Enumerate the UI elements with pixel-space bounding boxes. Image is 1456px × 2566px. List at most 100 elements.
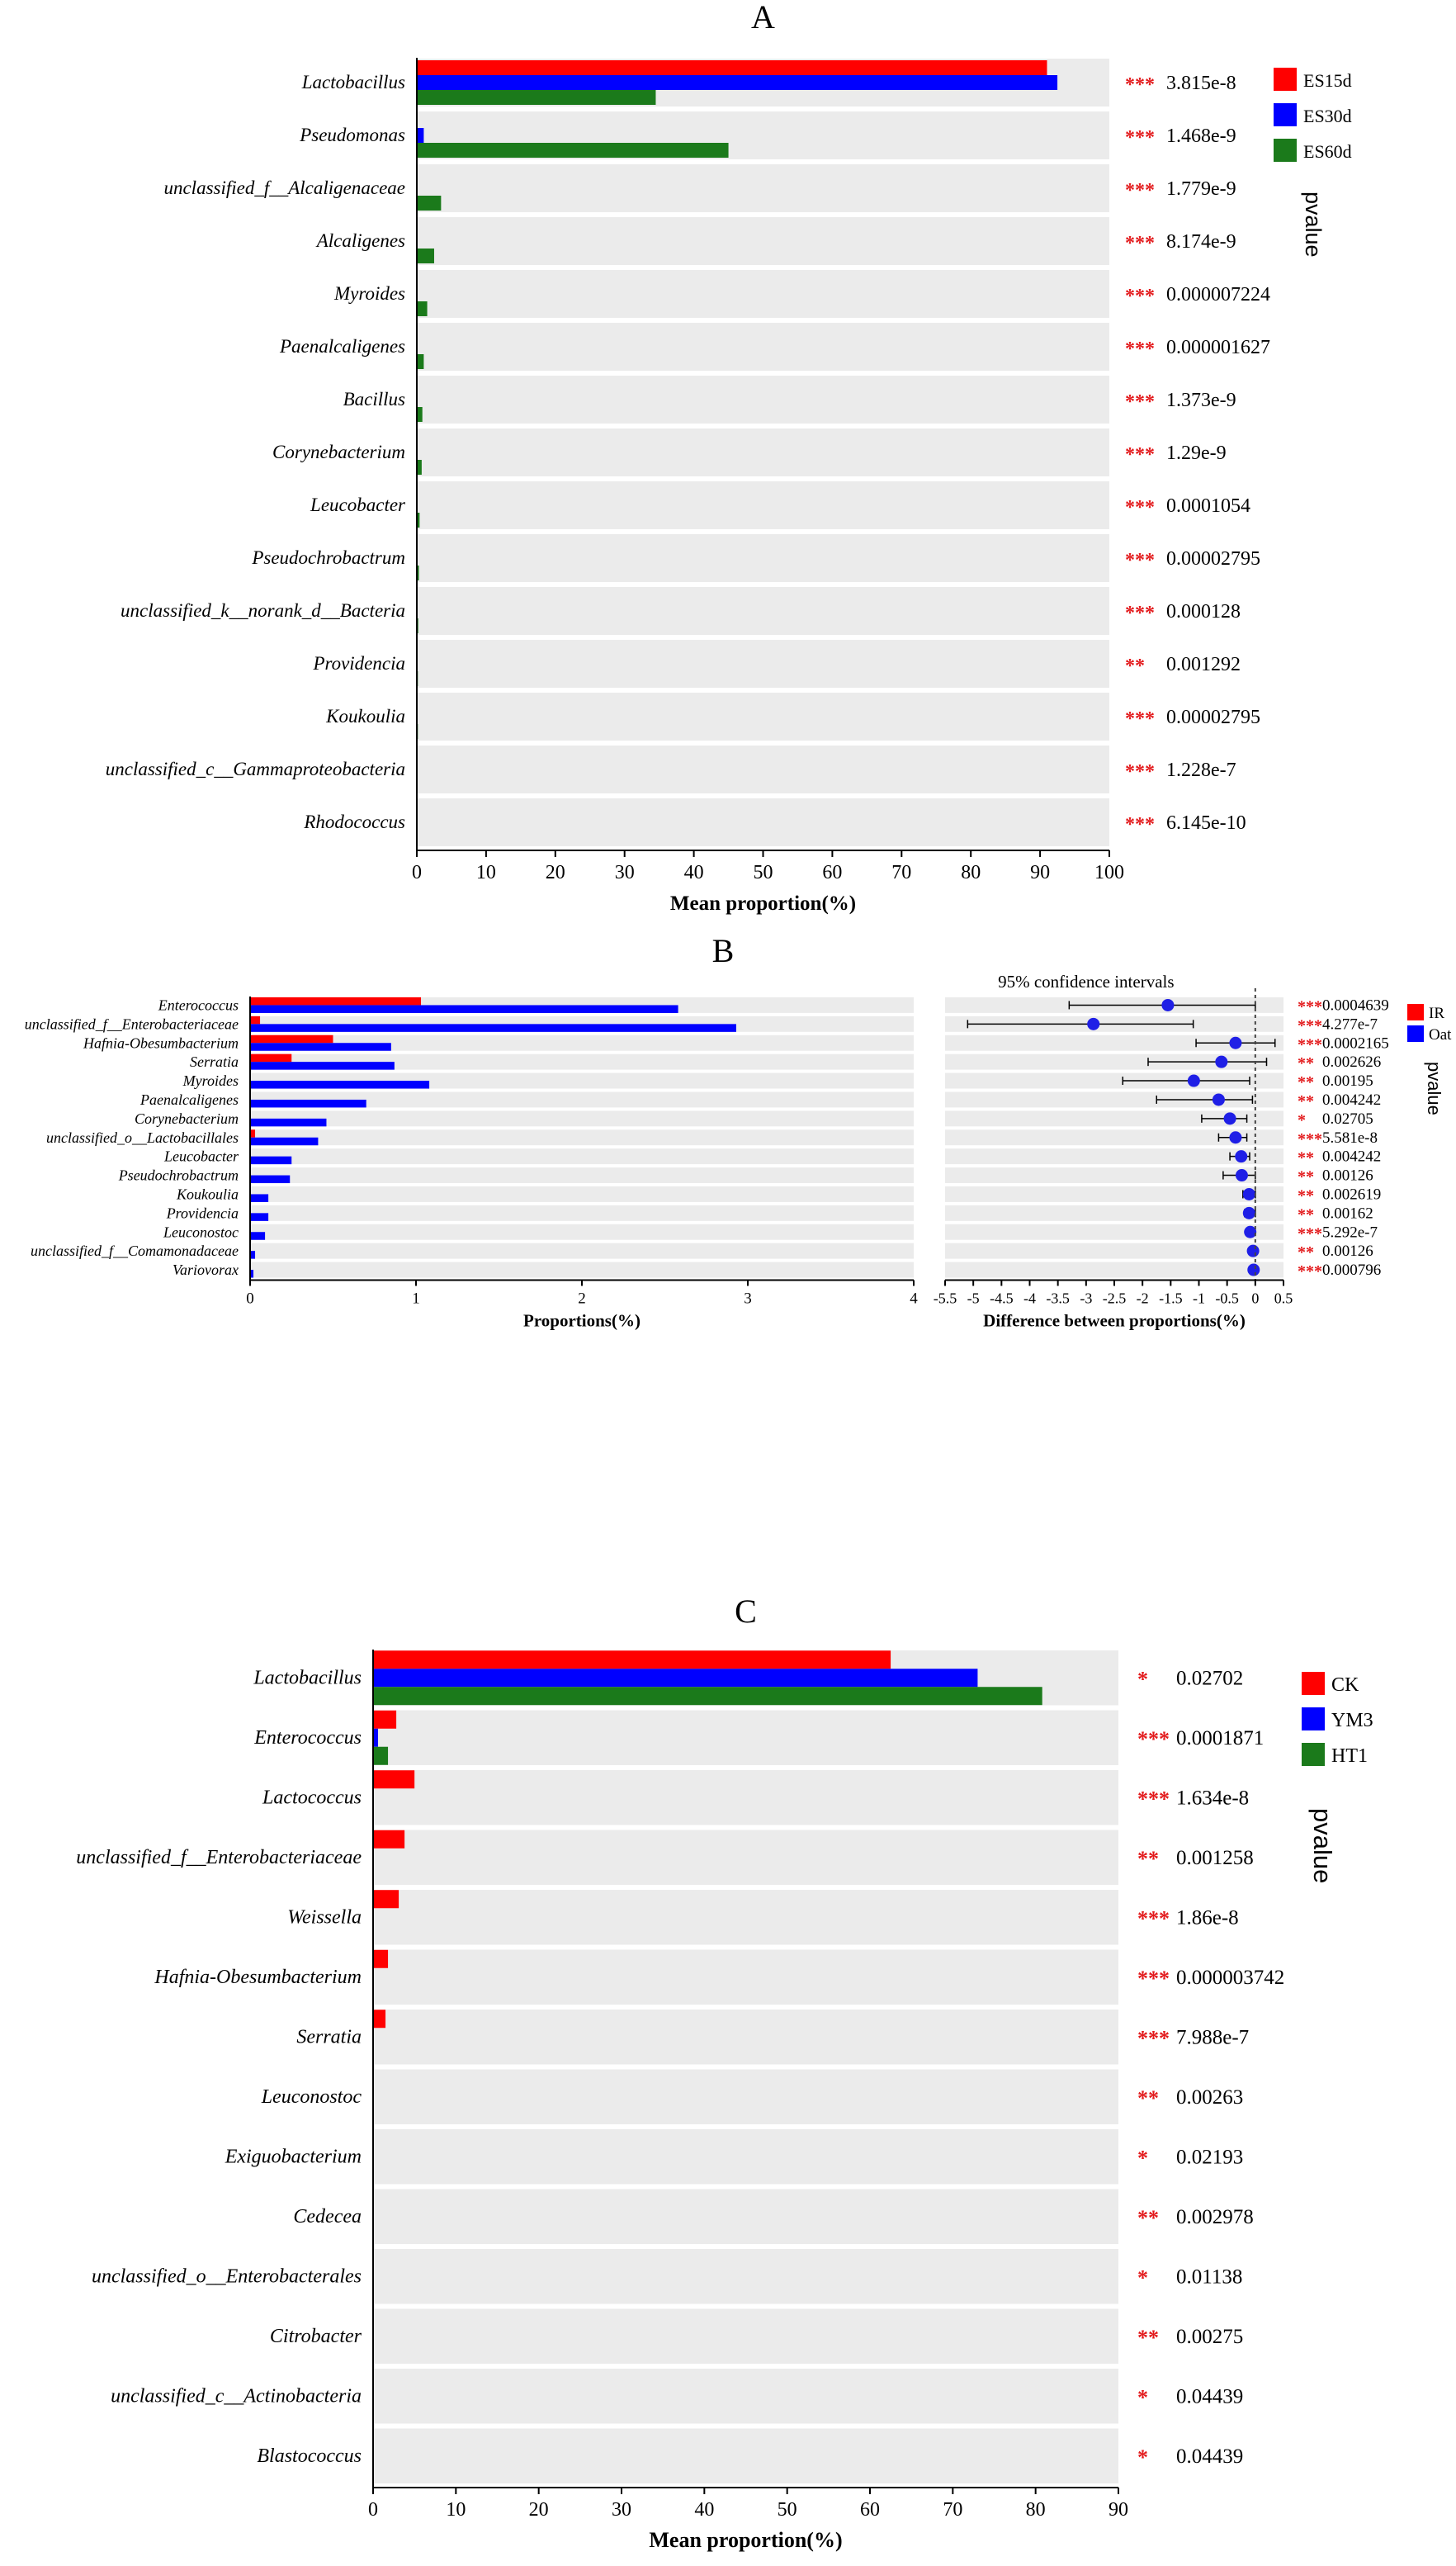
row-band [373,2189,1118,2244]
pvalue-label: 0.02193 [1176,2146,1243,2168]
x-tick-label: 40 [684,862,704,883]
bar-ir [250,1053,292,1063]
pvalue-axis-title: pvalue [1301,192,1326,258]
legend-label: HT1 [1331,1745,1368,1767]
category-label: unclassified_f__Alcaligenaceae [163,178,405,198]
category-label: unclassified_o__Lactobacillales [46,1129,239,1146]
row-band [373,1949,1118,2005]
row-band [250,1110,914,1127]
significance-stars: ** [1137,2086,1159,2110]
category-label: unclassified_k__norank_d__Bacteria [121,600,405,621]
significance-stars: *** [1125,339,1155,360]
significance-stars: *** [1125,708,1155,730]
significance-stars: *** [1125,814,1155,836]
significance-stars: ** [1137,1847,1159,1871]
category-label: Enterococcus [158,997,239,1013]
legend-label: YM3 [1331,1710,1373,1731]
bar-oat [250,1251,256,1259]
pvalue-label: 0.000128 [1166,601,1241,623]
significance-stars: ** [1298,1168,1314,1186]
significance-stars: ** [1298,1243,1314,1262]
bar-ck [373,1650,891,1669]
ci-point [1235,1150,1248,1163]
legend-swatch-es60d [1274,139,1297,162]
bar-ck [373,1890,399,1909]
significance-stars: *** [1125,550,1155,571]
legend-swatch-es15d [1274,68,1297,91]
row-band [417,376,1109,424]
ci-x-tick-label: 0 [1251,1290,1259,1307]
bar-ck [373,1710,397,1729]
x-tick-label: 80 [1026,2499,1046,2521]
significance-stars: *** [1298,1262,1322,1281]
x-tick-label: 1 [412,1290,420,1308]
significance-stars: ** [1137,2326,1159,2350]
significance-stars: *** [1298,1016,1322,1034]
category-label: unclassified_f__Enterobacteriaceae [76,1847,362,1868]
ci-point [1229,1131,1242,1144]
ci-row-band [945,1091,1283,1108]
category-label: Corynebacterium [135,1110,239,1127]
bar-es60d [417,249,434,263]
significance-stars: *** [1125,127,1155,149]
ci-x-tick-label: -5.5 [934,1290,957,1307]
row-band [417,164,1109,212]
bar-es60d [417,460,422,475]
x-tick-label: 70 [891,862,911,883]
category-label: Cedecea [293,2206,362,2227]
row-band [417,640,1109,688]
pvalue-label: 0.001292 [1166,654,1241,675]
x-tick-label: 50 [778,2499,797,2521]
row-band [417,217,1109,265]
ci-point [1247,1263,1260,1276]
pvalue-label: 0.0001054 [1166,495,1250,517]
significance-stars: *** [1125,286,1155,307]
ci-row-band [945,1224,1283,1240]
pvalue-label: 8.174e-9 [1166,231,1236,253]
category-label: Pseudochrobactrum [118,1167,239,1184]
legend-label: Oat [1429,1026,1452,1044]
row-band [250,1091,914,1108]
bar-ir [250,1016,261,1025]
category-label: Alcaligenes [315,230,405,251]
ci-title: 95% confidence intervals [998,972,1174,992]
significance-stars: *** [1298,1224,1322,1243]
bar-oat [250,1156,292,1165]
ci-point [1161,998,1175,1011]
category-label: unclassified_f__Enterobacteriaceae [25,1016,239,1032]
bar-oat [250,1137,319,1146]
category-label: Serratia [296,2026,362,2048]
row-band [417,428,1109,476]
bar-oat [250,1005,678,1013]
pvalue-label: 1.779e-9 [1166,178,1236,200]
significance-stars: ** [1298,1054,1314,1072]
row-band [373,2129,1118,2185]
significance-stars: ** [1298,1149,1314,1167]
ci-row-band [945,1110,1283,1127]
x-tick-label: 30 [612,2499,631,2521]
ci-row-band [945,1148,1283,1165]
legend-swatch-es30d [1274,103,1297,126]
x-tick-label: 0 [368,2499,378,2521]
pvalue-axis-title: pvalue [1308,1808,1337,1883]
category-label: Hafnia-Obesumbacterium [83,1034,239,1051]
pvalue-label: 6.145e-10 [1166,812,1246,834]
significance-stars: *** [1137,1906,1170,1930]
category-label: Blastococcus [257,2445,362,2467]
pvalue-label: 0.004242 [1322,1148,1381,1166]
significance-stars: * [1298,1111,1306,1129]
ci-row-band [945,1243,1283,1259]
pvalue-label: 0.000796 [1322,1262,1381,1279]
x-tick-label: 20 [529,2499,549,2521]
significance-stars: ** [1137,2206,1159,2230]
bar-es60d [417,407,423,422]
category-label: Serratia [190,1053,239,1070]
pvalue-label: 0.00275 [1176,2326,1243,2348]
x-tick-label: 90 [1030,862,1050,883]
category-label: Leuconostoc [163,1224,239,1240]
bar-oat [250,1213,269,1221]
legend-swatch-ck [1302,1672,1325,1695]
pvalue-label: 1.373e-9 [1166,390,1236,411]
x-tick-label: 10 [446,2499,466,2521]
